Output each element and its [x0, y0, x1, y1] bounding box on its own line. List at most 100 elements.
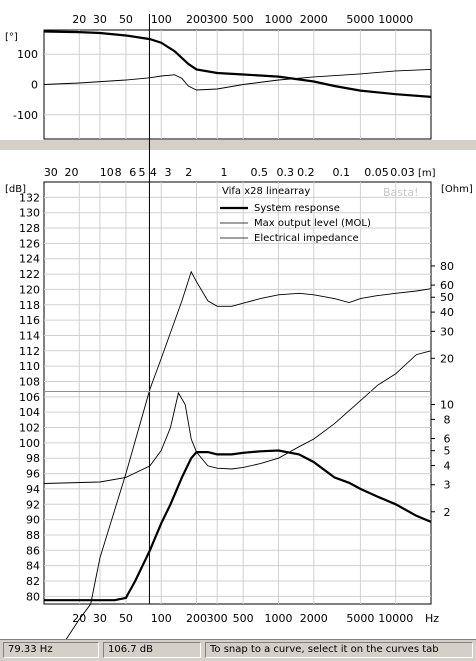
- wavelength-tick-label: 0.1: [332, 166, 350, 179]
- wavelength-tick-label: 1: [220, 166, 227, 179]
- series-line-mol: [65, 270, 432, 639]
- phase-x-tick-label: 20: [72, 13, 86, 26]
- magnitude-x-tick-label: 1000: [264, 612, 292, 625]
- separator-band: [0, 140, 476, 150]
- magnitude-y-tick-label: 114: [19, 329, 40, 342]
- wavelength-tick-label: 20: [64, 166, 78, 179]
- magnitude-y-tick-label: 94: [26, 483, 40, 496]
- magnitude-y-tick-label: 116: [19, 314, 40, 327]
- wavelength-tick-label: 5: [139, 166, 146, 179]
- magnitude-y-tick-label: 124: [19, 253, 40, 266]
- magnitude-y-tick-label: 118: [19, 299, 40, 312]
- magnitude-y-tick-label: 90: [26, 514, 40, 527]
- phase-x-tick-label: 10000: [378, 13, 413, 26]
- magnitude-x-unit: Hz: [425, 612, 439, 625]
- magnitude-x-tick-label: 100: [151, 612, 172, 625]
- phase-x-tick-label: 100: [151, 13, 172, 26]
- phase-series-line-2: [43, 68, 432, 91]
- magnitude-y-tick-label: 110: [19, 360, 40, 373]
- legend-label-system-response: System response: [254, 203, 340, 214]
- phase-x-tick-label: 300: [207, 13, 228, 26]
- impedance-tick-label: 30: [440, 325, 454, 338]
- impedance-tick-label: 40: [440, 306, 454, 319]
- magnitude-y-tick-label: 92: [26, 498, 40, 511]
- magnitude-y-tick-label: 106: [19, 391, 40, 404]
- impedance-tick-label: 80: [440, 260, 454, 273]
- legend: Vifa x28 linearray Basta! System respons…: [220, 186, 418, 244]
- magnitude-x-tick-label: 20: [72, 612, 86, 625]
- status-hint: To snap to a curve, select it on the cur…: [205, 642, 473, 658]
- magnitude-y-tick-label: 104: [19, 406, 40, 419]
- phase-y-axis-label: [°]: [5, 32, 18, 43]
- wavelength-tick-label: 4: [150, 166, 157, 179]
- wavelength-tick-label: 6: [129, 166, 136, 179]
- phase-x-tick-label: 50: [119, 13, 133, 26]
- magnitude-x-tick-label: 2000: [300, 612, 328, 625]
- status-frequency: 79.33 Hz: [3, 642, 99, 658]
- phase-x-tick-label: 200: [186, 13, 207, 26]
- chart-title: Vifa x28 linearray: [222, 186, 310, 197]
- status-bar: 79.33 Hz 106.7 dB To snap to a curve, se…: [0, 639, 476, 661]
- impedance-tick-label: 10: [440, 399, 454, 412]
- magnitude-y-tick-label: 128: [19, 222, 40, 235]
- magnitude-x-tick-label: 50: [119, 612, 133, 625]
- magnitude-y-tick-label: 80: [26, 590, 40, 603]
- magnitude-y-tick-label: 100: [19, 437, 40, 450]
- wavelength-tick-label: 0.2: [297, 166, 315, 179]
- magnitude-y-tick-label: 86: [26, 544, 40, 557]
- impedance-axis-label: [Ohm]: [441, 184, 473, 195]
- magnitude-y-tick-label: 102: [19, 422, 40, 435]
- magnitude-plot-frame: [43, 181, 432, 605]
- magnitude-plot: 20 30 50 100 200 300 500 1000 2000 5000 10000 Hz132…: [5, 14, 473, 639]
- magnitude-y-tick-label: 126: [19, 237, 40, 250]
- phase-y-tick-label: 100: [17, 48, 38, 61]
- watermark: Basta!: [383, 186, 418, 199]
- impedance-tick-label: 3: [444, 479, 451, 492]
- phase-y-tick-label: -100: [13, 109, 38, 122]
- impedance-tick-label: 5: [444, 445, 451, 458]
- magnitude-y-tick-label: 84: [26, 560, 40, 573]
- series-line-impedance: [43, 350, 432, 484]
- impedance-tick-label: 4: [444, 460, 451, 473]
- magnitude-y-tick-label: 108: [19, 375, 40, 388]
- magnitude-x-tick-label: 30: [93, 612, 107, 625]
- status-level: 106.7 dB: [103, 642, 201, 658]
- magnitude-y-axis-label: [dB]: [5, 184, 26, 195]
- phase-series-line-1: [43, 30, 432, 98]
- impedance-tick-label: 50: [440, 291, 454, 304]
- wavelength-tick-label: 10: [100, 166, 114, 179]
- impedance-tick-label: 60: [440, 279, 454, 292]
- legend-label-mol: Max output level (MOL): [254, 218, 371, 229]
- impedance-tick-label: 6: [444, 433, 451, 446]
- phase-x-tick-label: 30: [93, 13, 107, 26]
- wavelength-tick-label: 0.5: [251, 166, 269, 179]
- legend-label-impedance: Electrical impedance: [254, 233, 359, 244]
- phase-plot: 20 30 50 100 200 300 500 1000 2000 5000 100001000-…: [5, 13, 432, 139]
- magnitude-y-tick-label: 112: [19, 345, 40, 358]
- magnitude-x-tick-label: 300: [207, 612, 228, 625]
- phase-x-tick-label: 500: [233, 13, 254, 26]
- impedance-tick-label: 8: [444, 413, 451, 426]
- phase-y-tick-label: 0: [31, 79, 38, 92]
- magnitude-x-tick-label: 5000: [346, 612, 374, 625]
- magnitude-y-tick-label: 82: [26, 575, 40, 588]
- magnitude-y-tick-label: 122: [19, 268, 40, 281]
- phase-x-tick-label: 1000: [264, 13, 292, 26]
- wavelength-tick-label: 30: [44, 166, 58, 179]
- wavelength-tick-label: 3: [165, 166, 172, 179]
- magnitude-x-tick-label: 10000: [378, 612, 413, 625]
- wavelength-tick-label: 0.3: [277, 166, 295, 179]
- magnitude-y-tick-label: 96: [26, 468, 40, 481]
- wavelength-tick-label: 0.03: [390, 166, 415, 179]
- magnitude-y-tick-label: 98: [26, 452, 40, 465]
- wavelength-tick-label: 2: [185, 166, 192, 179]
- magnitude-y-tick-label: 120: [19, 283, 40, 296]
- magnitude-x-tick-label: 200: [186, 612, 207, 625]
- impedance-tick-label: 20: [440, 352, 454, 365]
- magnitude-x-tick-label: 500: [233, 612, 254, 625]
- magnitude-y-tick-label: 130: [19, 207, 40, 220]
- magnitude-y-tick-label: 88: [26, 529, 40, 542]
- chart-area[interactable]: 20 30 50 100 200 300 500 1000 2000 5000 100001000-…: [0, 0, 476, 639]
- impedance-tick-label: 2: [444, 506, 451, 519]
- phase-x-tick-label: 2000: [300, 13, 328, 26]
